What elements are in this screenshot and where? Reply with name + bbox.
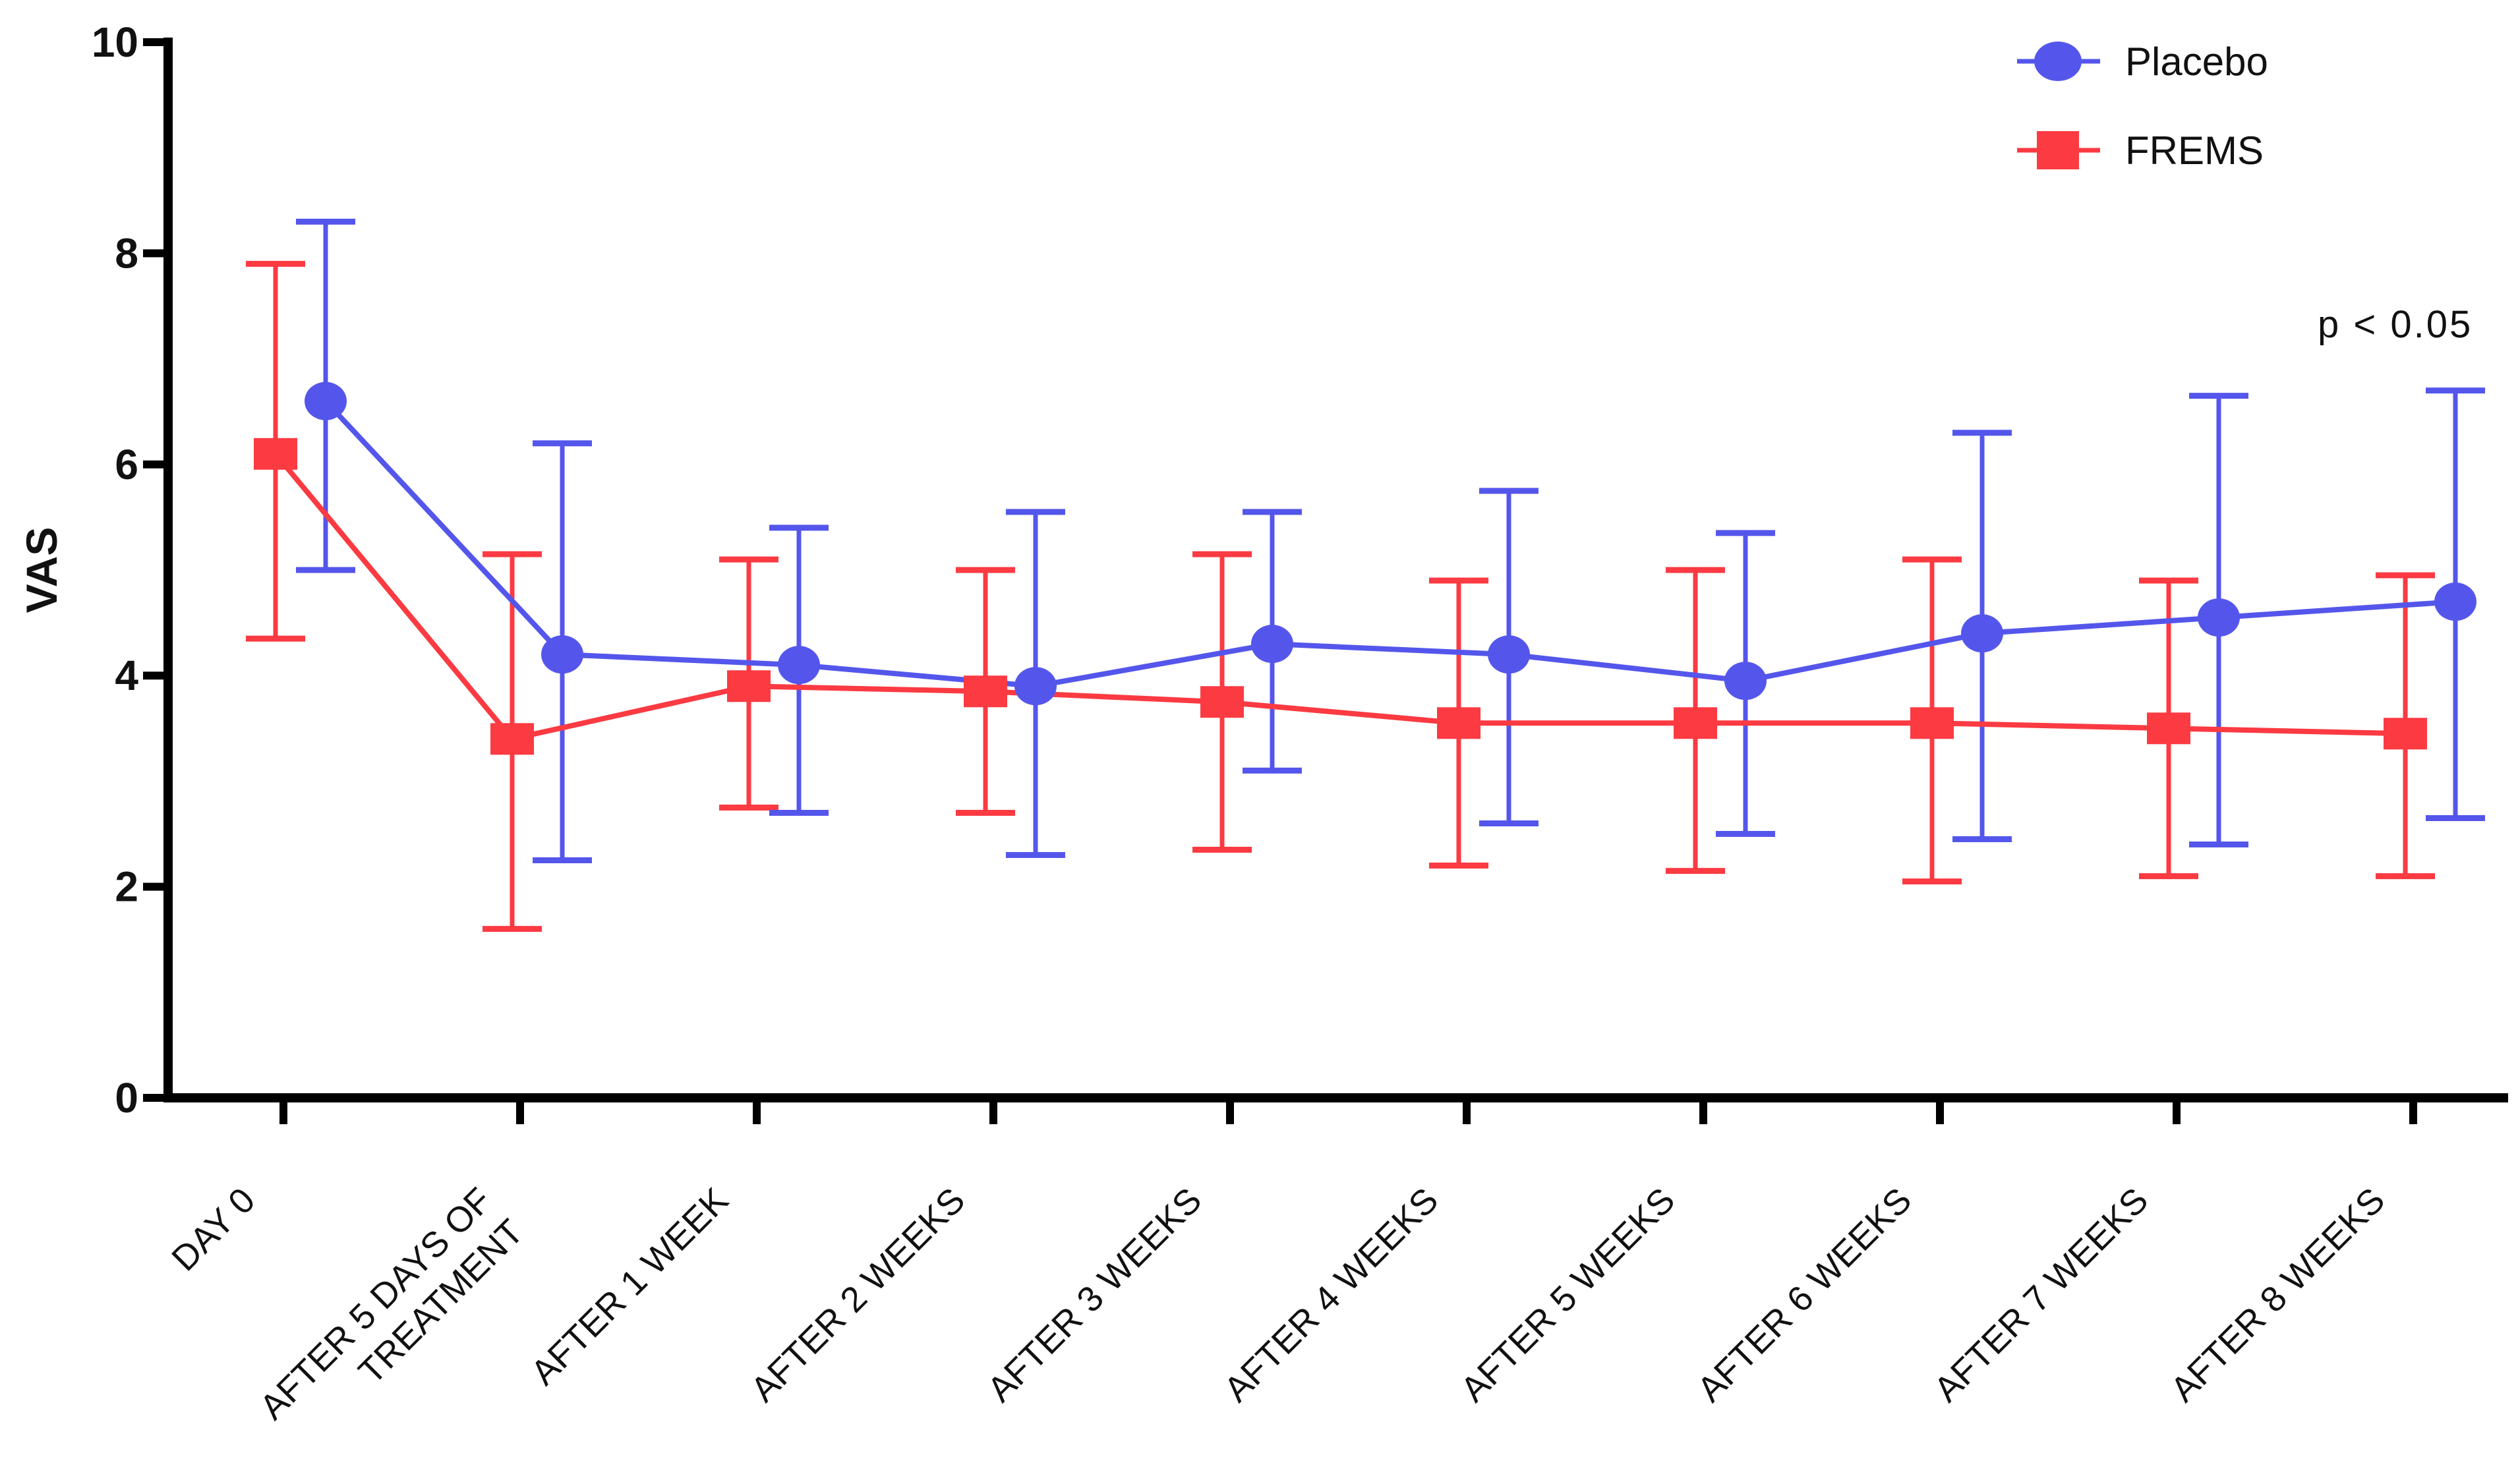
frems-marker <box>964 675 1007 708</box>
frems-marker <box>490 723 534 755</box>
x-tick-label: AFTER 1 WEEK <box>523 1180 736 1392</box>
placebo-marker <box>778 646 820 685</box>
x-tick-label: AFTER 5 WEEKS <box>1453 1180 1683 1410</box>
x-tick-label: AFTER 7 WEEKS <box>1927 1180 2156 1410</box>
x-tick-label: DAY 0 <box>164 1180 262 1278</box>
x-tick-label: AFTER 3 WEEKS <box>980 1180 1210 1410</box>
frems-marker <box>1674 707 1717 739</box>
placebo-marker <box>1251 625 1293 664</box>
x-tick-label: AFTER 6 WEEKS <box>1690 1180 1919 1410</box>
frems-marker <box>254 438 297 470</box>
placebo-marker <box>2434 583 2476 621</box>
frems-line <box>273 452 2406 742</box>
placebo-marker <box>2198 598 2240 637</box>
placebo-marker <box>1961 614 2003 653</box>
frems-marker <box>2147 712 2190 745</box>
placebo-line <box>324 399 2456 689</box>
y-tick-label: 10 <box>92 18 138 66</box>
placebo-marker <box>1014 667 1057 706</box>
placebo-marker <box>305 382 347 420</box>
y-tick-label: 4 <box>115 652 138 699</box>
legend-frems-label: FREMS <box>2125 128 2264 173</box>
y-axis-title: VAS <box>17 527 66 614</box>
y-tick-label: 2 <box>115 863 138 911</box>
x-tick-label: AFTER 2 WEEKS <box>744 1180 973 1410</box>
legend-placebo-marker <box>2034 42 2082 81</box>
x-tick-label: AFTER 8 WEEKS <box>2163 1180 2393 1410</box>
frems-marker <box>1200 686 1244 718</box>
frems-marker <box>1437 707 1480 739</box>
y-tick-label: 6 <box>115 441 138 488</box>
placebo-marker <box>541 635 583 674</box>
placebo-marker <box>1724 662 1767 700</box>
legend-frems-marker <box>2037 131 2079 169</box>
p-value-annotation: p < 0.05 <box>2318 303 2473 346</box>
y-tick-label: 0 <box>115 1074 138 1122</box>
frems-marker <box>2384 718 2427 750</box>
legend-placebo-label: Placebo <box>2125 40 2268 84</box>
frems-marker <box>727 670 771 702</box>
y-tick-label: 8 <box>115 229 138 277</box>
x-tick-label: AFTER 4 WEEKS <box>1217 1180 1446 1410</box>
frems-marker <box>1910 707 1954 739</box>
placebo-marker <box>1488 635 1530 674</box>
